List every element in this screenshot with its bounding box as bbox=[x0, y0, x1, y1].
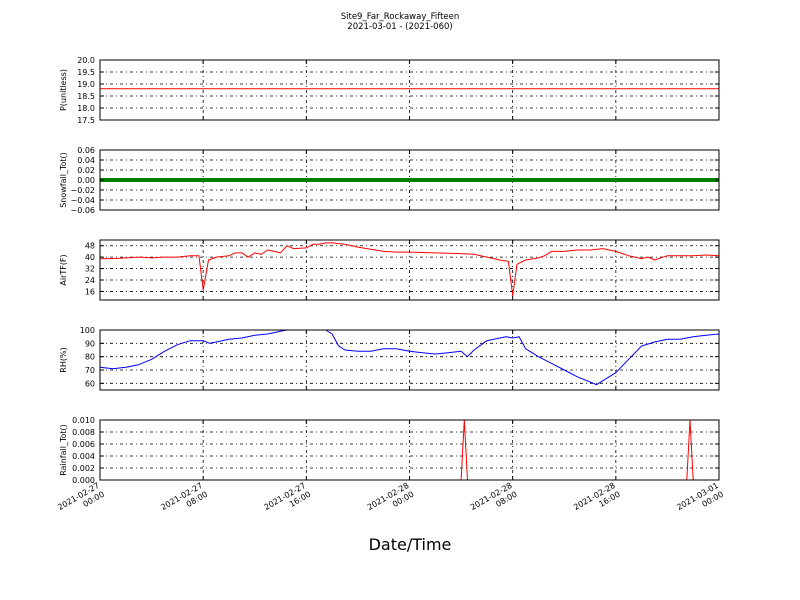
x-axis-label: Date/Time bbox=[369, 535, 452, 554]
y-tick-label: −0.06 bbox=[70, 206, 95, 215]
y-tick-label: 70 bbox=[85, 366, 95, 375]
x-tick-label: 2021-02-2716:00 bbox=[263, 481, 313, 521]
y-tick-label: 0.000 bbox=[72, 476, 95, 485]
subplots: 17.5 18.0 18.5 19.0 19.5 20.0 P(unitless) −0.06… bbox=[59, 56, 720, 485]
subplot-5: 0.000 0.002 0.004 0.006 0.008 0.010 Rainfall_T… bbox=[59, 416, 720, 485]
y-tick-label: 80 bbox=[85, 353, 95, 362]
y-tick-label: 0.008 bbox=[72, 428, 95, 437]
y-tick-label: 19.0 bbox=[77, 80, 95, 89]
y-tick-label: −0.02 bbox=[70, 186, 95, 195]
chart-title: Site9_Far_Rockaway_Fifteen bbox=[341, 12, 460, 22]
y-tick-label: 18.0 bbox=[77, 104, 95, 113]
x-tick-label: 2021-02-2708:00 bbox=[159, 481, 209, 521]
subplot-2: −0.06−0.04−0.020.000.020.040.06 Snowfall_… bbox=[59, 146, 720, 215]
chart-subtitle: 2021-03-01 - (2021-060) bbox=[347, 22, 452, 32]
y-tick-label: 48 bbox=[85, 242, 95, 251]
x-tick-label: 2021-02-2808:00 bbox=[469, 481, 519, 521]
y-tick-label: 0.006 bbox=[72, 440, 95, 449]
x-tick-label: 2021-03-0100:00 bbox=[675, 481, 725, 521]
y-axis-label: Rainfall_Tot() bbox=[59, 424, 68, 476]
y-axis-label: P(unitless) bbox=[59, 69, 68, 111]
y-axis-label: RH(%) bbox=[59, 347, 68, 372]
y-tick-label: 0.00 bbox=[77, 176, 95, 185]
y-tick-label: 40 bbox=[85, 253, 95, 262]
y-tick-label: 0.02 bbox=[77, 166, 95, 175]
y-tick-label: 24 bbox=[85, 276, 95, 285]
series-line bbox=[100, 242, 720, 297]
subplot-1: 17.5 18.0 18.5 19.0 19.5 20.0 P(unitless) bbox=[59, 56, 720, 125]
y-tick-label: 90 bbox=[85, 339, 95, 348]
y-axis-label: AirTF(F) bbox=[59, 254, 68, 285]
y-tick-label: 0.004 bbox=[72, 452, 95, 461]
x-tick-labels: 2021-02-2700:00 2021-02-2708:00 2021-02-27… bbox=[56, 481, 725, 521]
y-tick-label: 17.5 bbox=[77, 116, 95, 125]
x-tick-label: 2021-02-2700:00 bbox=[56, 481, 106, 521]
y-tick-label: 0.010 bbox=[72, 416, 95, 425]
y-axis-label: Snowfall_Tot() bbox=[59, 152, 68, 208]
y-tick-label: 0.06 bbox=[77, 146, 95, 155]
subplot-4: 60 70 80 90 100 RH(%) bbox=[59, 326, 720, 391]
y-tick-label: −0.04 bbox=[70, 196, 95, 205]
subplot-3: 16 24 32 40 48 AirTF(F) bbox=[59, 239, 720, 301]
series-line bbox=[99, 329, 720, 386]
y-tick-label: 16 bbox=[85, 287, 95, 296]
y-tick-label: 18.5 bbox=[77, 92, 95, 101]
x-tick-label: 2021-02-2816:00 bbox=[572, 481, 622, 521]
y-tick-label: 60 bbox=[85, 379, 95, 388]
y-tick-label: 32 bbox=[85, 265, 95, 274]
y-tick-label: 100 bbox=[80, 326, 95, 335]
y-tick-label: 19.5 bbox=[77, 68, 95, 77]
y-tick-label: 0.04 bbox=[77, 156, 95, 165]
y-tick-label: 20.0 bbox=[77, 56, 95, 65]
x-tick-label: 2021-02-2800:00 bbox=[366, 481, 416, 521]
y-tick-label: 0.002 bbox=[72, 464, 95, 473]
